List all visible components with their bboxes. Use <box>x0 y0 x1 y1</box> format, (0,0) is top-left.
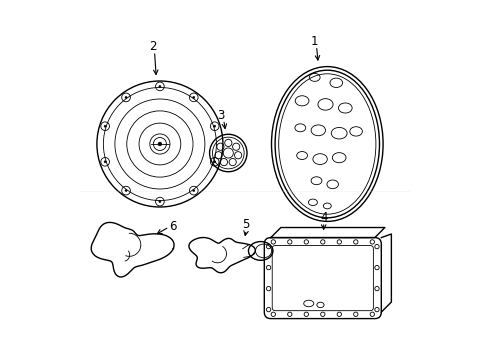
Circle shape <box>213 161 215 163</box>
Text: 6: 6 <box>168 220 176 233</box>
Circle shape <box>192 96 194 99</box>
Text: 3: 3 <box>217 109 224 122</box>
Circle shape <box>104 161 106 163</box>
Circle shape <box>159 85 161 87</box>
Circle shape <box>159 201 161 203</box>
Text: 4: 4 <box>319 211 327 224</box>
Circle shape <box>104 125 106 127</box>
Text: 5: 5 <box>242 219 249 231</box>
Text: 1: 1 <box>310 35 318 48</box>
Circle shape <box>192 189 194 192</box>
Text: 2: 2 <box>149 40 156 53</box>
Circle shape <box>213 125 215 127</box>
Circle shape <box>158 142 162 146</box>
Circle shape <box>125 96 127 99</box>
Circle shape <box>125 189 127 192</box>
